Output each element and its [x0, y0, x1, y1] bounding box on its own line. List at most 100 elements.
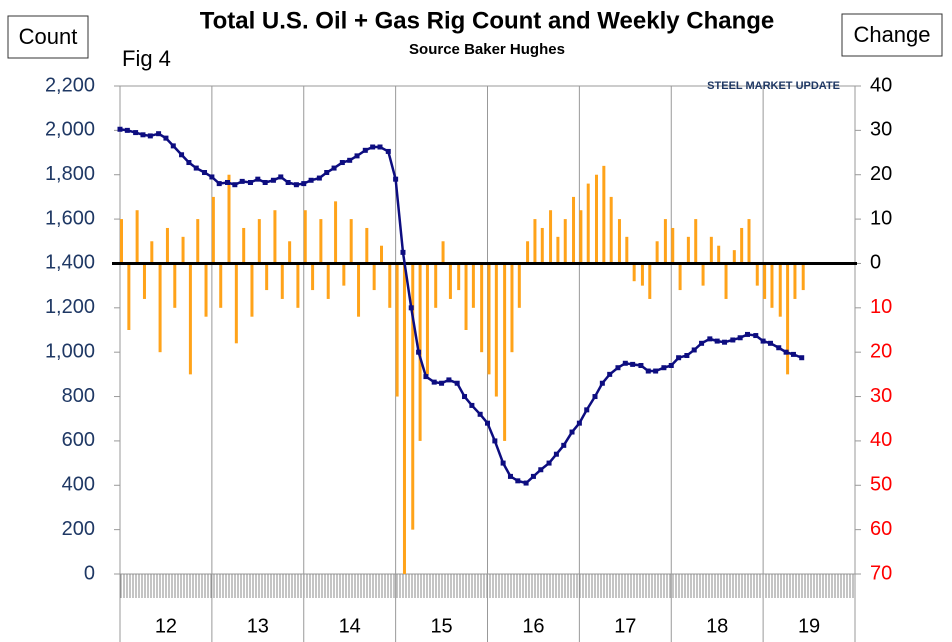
- count-marker: [607, 371, 613, 377]
- count-marker: [799, 355, 805, 361]
- count-marker: [753, 333, 759, 339]
- change-bar: [173, 263, 177, 308]
- count-marker: [553, 451, 559, 457]
- x-tick-label: 12: [155, 615, 177, 637]
- x-tick-label: 19: [798, 615, 820, 637]
- change-bar: [563, 219, 567, 264]
- count-marker: [783, 349, 789, 355]
- change-bar: [632, 263, 636, 282]
- change-bar: [579, 210, 583, 264]
- change-bar: [526, 241, 530, 264]
- count-marker: [278, 174, 284, 180]
- x-tick-label: 13: [247, 615, 269, 637]
- count-marker: [622, 360, 628, 366]
- count-marker: [316, 175, 322, 181]
- count-marker: [377, 144, 383, 150]
- change-bar: [196, 219, 200, 264]
- count-marker: [707, 336, 713, 342]
- count-marker: [737, 335, 743, 341]
- y2-axis-label: Change: [853, 22, 930, 47]
- count-marker: [515, 478, 521, 484]
- count-marker: [216, 181, 222, 187]
- count-marker: [255, 176, 261, 182]
- count-marker: [385, 148, 391, 154]
- count-marker: [416, 349, 422, 355]
- y2-tick-label: 0: [870, 252, 881, 274]
- count-marker: [561, 442, 567, 448]
- count-marker: [523, 480, 529, 486]
- change-bar: [135, 210, 139, 264]
- count-marker: [500, 460, 506, 466]
- count-marker: [270, 177, 276, 183]
- count-marker: [699, 340, 705, 346]
- change-bar: [265, 263, 269, 291]
- change-bar: [740, 227, 744, 264]
- y-tick-label: 1,200: [45, 296, 95, 318]
- change-bar: [181, 236, 185, 264]
- change-bar: [487, 263, 491, 375]
- y-label-box: [7, 15, 89, 59]
- count-marker: [324, 170, 330, 176]
- change-bar: [625, 236, 629, 264]
- change-bar: [755, 263, 759, 286]
- count-marker: [668, 362, 674, 368]
- y2-tick-label: 50: [870, 474, 892, 496]
- change-bar: [311, 263, 315, 291]
- change-bar: [448, 263, 452, 299]
- change-bar: [242, 227, 246, 264]
- change-bar: [648, 263, 652, 299]
- change-bar: [801, 263, 805, 291]
- count-marker: [638, 362, 644, 368]
- change-bar: [503, 263, 507, 441]
- change-bar: [540, 227, 544, 264]
- count-marker: [339, 160, 345, 166]
- change-bar: [395, 263, 399, 397]
- change-bar: [517, 263, 521, 308]
- change-bar: [594, 174, 598, 264]
- change-bar: [411, 263, 415, 530]
- x-tick-label: 15: [430, 615, 452, 637]
- count-marker: [393, 176, 399, 182]
- x-tick-label: 16: [522, 615, 544, 637]
- count-marker: [170, 143, 176, 149]
- change-bar: [280, 263, 284, 299]
- y2-tick-label: 10: [870, 207, 892, 229]
- count-marker: [767, 340, 773, 346]
- change-bar: [188, 263, 192, 375]
- y-tick-label: 400: [62, 474, 95, 496]
- count-marker: [179, 152, 185, 158]
- change-bar: [211, 196, 215, 264]
- y2-tick-label: 40: [870, 74, 892, 96]
- change-bar: [480, 263, 484, 353]
- count-marker: [722, 339, 728, 345]
- y-tick-label: 800: [62, 385, 95, 407]
- change-bar: [357, 263, 361, 317]
- change-bar: [402, 263, 406, 574]
- y-tick-label: 0: [84, 562, 95, 584]
- count-marker: [569, 429, 575, 435]
- count-marker: [147, 133, 153, 139]
- change-bar: [686, 236, 690, 264]
- count-marker: [599, 380, 605, 386]
- change-bar: [717, 245, 721, 264]
- count-marker: [262, 179, 268, 185]
- count-marker: [446, 377, 452, 383]
- count-marker: [156, 131, 162, 137]
- change-bar: [273, 210, 277, 264]
- count-marker: [507, 473, 513, 479]
- change-bar: [380, 245, 384, 264]
- count-marker: [485, 420, 490, 426]
- change-bar: [640, 263, 644, 286]
- y-tick-label: 1,400: [45, 252, 95, 274]
- change-bar: [158, 263, 162, 353]
- change-bar: [219, 263, 223, 308]
- change-bar: [533, 219, 537, 264]
- count-marker: [186, 160, 192, 166]
- change-bar: [165, 227, 169, 264]
- count-marker: [124, 127, 130, 133]
- count-marker: [354, 153, 360, 159]
- count-marker: [209, 174, 215, 180]
- change-bar: [257, 219, 261, 264]
- y2-tick-label: 30: [870, 385, 892, 407]
